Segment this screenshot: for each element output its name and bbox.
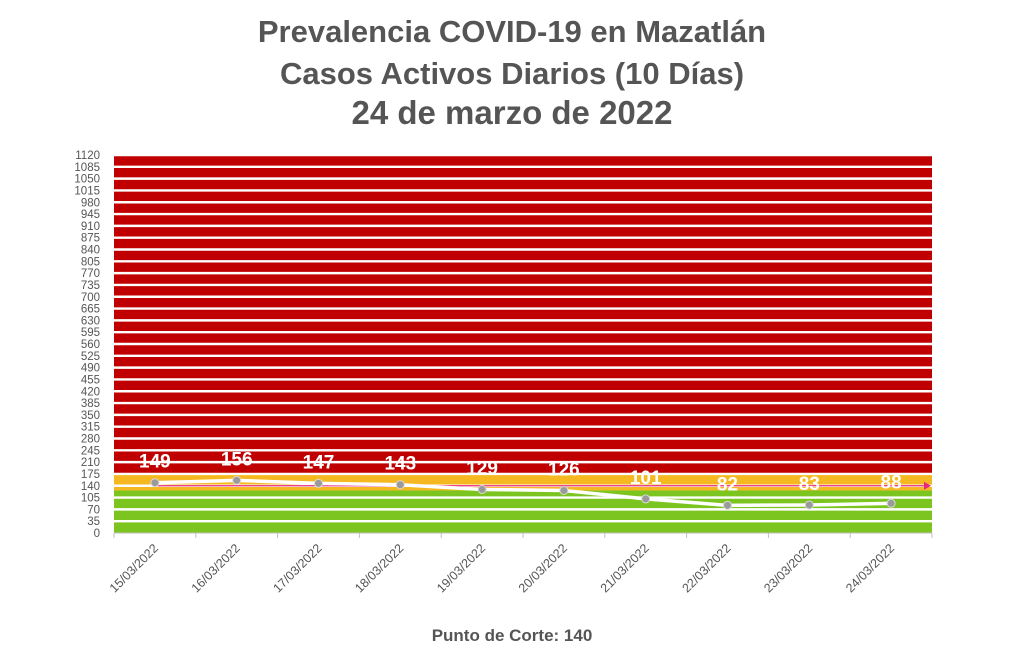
y-tick-label: 875 bbox=[81, 233, 100, 245]
y-tick-label: 140 bbox=[81, 481, 100, 493]
data-label: 149 bbox=[139, 452, 171, 473]
y-tick-label: 805 bbox=[81, 256, 100, 268]
data-label: 147 bbox=[303, 452, 335, 473]
data-label: 156 bbox=[221, 449, 253, 470]
x-tick-label: 23/03/2022 bbox=[761, 541, 815, 595]
y-tick-label: 175 bbox=[81, 469, 100, 481]
data-label: 126 bbox=[548, 459, 580, 480]
data-point bbox=[804, 500, 814, 510]
data-point bbox=[886, 498, 896, 508]
chart-title-line2: Casos Activos Diarios (10 Días) bbox=[279, 56, 745, 91]
y-tick-label: 385 bbox=[81, 398, 100, 410]
y-tick-label: 770 bbox=[81, 268, 100, 280]
data-label: 143 bbox=[384, 454, 416, 475]
y-tick-label: 910 bbox=[81, 221, 100, 233]
x-tick-label: 20/03/2022 bbox=[516, 541, 570, 595]
y-tick-label: 455 bbox=[81, 374, 100, 386]
data-label: 82 bbox=[717, 474, 738, 495]
y-tick-label: 420 bbox=[81, 386, 100, 398]
y-tick-label: 630 bbox=[81, 315, 100, 327]
y-tick-label: 105 bbox=[81, 493, 100, 505]
y-tick-label: 735 bbox=[81, 280, 100, 292]
chart-title-line1: Prevalencia COVID-19 en Mazatlán bbox=[257, 14, 767, 49]
y-tick-label: 560 bbox=[81, 339, 100, 351]
y-tick-label: 315 bbox=[81, 422, 100, 434]
y-tick-label: 350 bbox=[81, 410, 100, 422]
y-tick-label: 245 bbox=[81, 445, 100, 457]
y-tick-label: 595 bbox=[81, 327, 100, 339]
y-tick-label: 840 bbox=[81, 245, 100, 257]
x-tick-label: 16/03/2022 bbox=[189, 541, 243, 595]
y-tick-label: 665 bbox=[81, 304, 100, 316]
data-point bbox=[641, 494, 651, 504]
x-tick-label: 22/03/2022 bbox=[679, 541, 733, 595]
y-tick-label: 1015 bbox=[74, 185, 100, 197]
y-tick-label: 980 bbox=[81, 197, 100, 209]
cutoff-arrow bbox=[924, 481, 931, 490]
series-line bbox=[154, 478, 892, 508]
y-tick-label: 280 bbox=[81, 434, 100, 446]
y-tick-label: 1120 bbox=[75, 150, 100, 162]
data-point bbox=[559, 485, 569, 495]
x-tick-label: 21/03/2022 bbox=[598, 541, 652, 595]
data-label: 83 bbox=[799, 474, 820, 495]
data-point bbox=[314, 478, 323, 488]
y-tick-label: 1050 bbox=[74, 174, 100, 186]
chart-title-line3: 24 de marzo de 2022 bbox=[351, 94, 673, 131]
y-tick-label: 525 bbox=[81, 351, 100, 363]
data-label: 101 bbox=[630, 468, 662, 489]
y-tick-label: 35 bbox=[87, 516, 100, 528]
y-tick-label: 490 bbox=[81, 363, 100, 375]
x-tick-label: 15/03/2022 bbox=[107, 541, 161, 595]
x-tick-label: 19/03/2022 bbox=[434, 541, 488, 595]
data-point bbox=[150, 478, 160, 488]
data-point bbox=[477, 484, 487, 494]
y-tick-label: 1085 bbox=[74, 162, 100, 174]
data-label: 129 bbox=[466, 458, 498, 479]
data-point bbox=[232, 475, 242, 485]
y-tick-label: 70 bbox=[87, 504, 100, 516]
y-tick-label: 0 bbox=[94, 528, 100, 540]
x-tick-label: 24/03/2022 bbox=[843, 541, 897, 595]
y-tick-label: 700 bbox=[81, 292, 100, 304]
data-point bbox=[395, 480, 405, 490]
zone-red bbox=[114, 155, 932, 474]
y-tick-label: 945 bbox=[81, 209, 100, 221]
x-tick-label: 18/03/2022 bbox=[352, 541, 406, 595]
data-label: 88 bbox=[881, 472, 902, 493]
y-tick-label: 210 bbox=[81, 457, 100, 469]
cutoff-note: Punto de Corte: 140 bbox=[431, 626, 593, 645]
data-point bbox=[723, 500, 732, 510]
x-tick-label: 17/03/2022 bbox=[270, 541, 324, 595]
